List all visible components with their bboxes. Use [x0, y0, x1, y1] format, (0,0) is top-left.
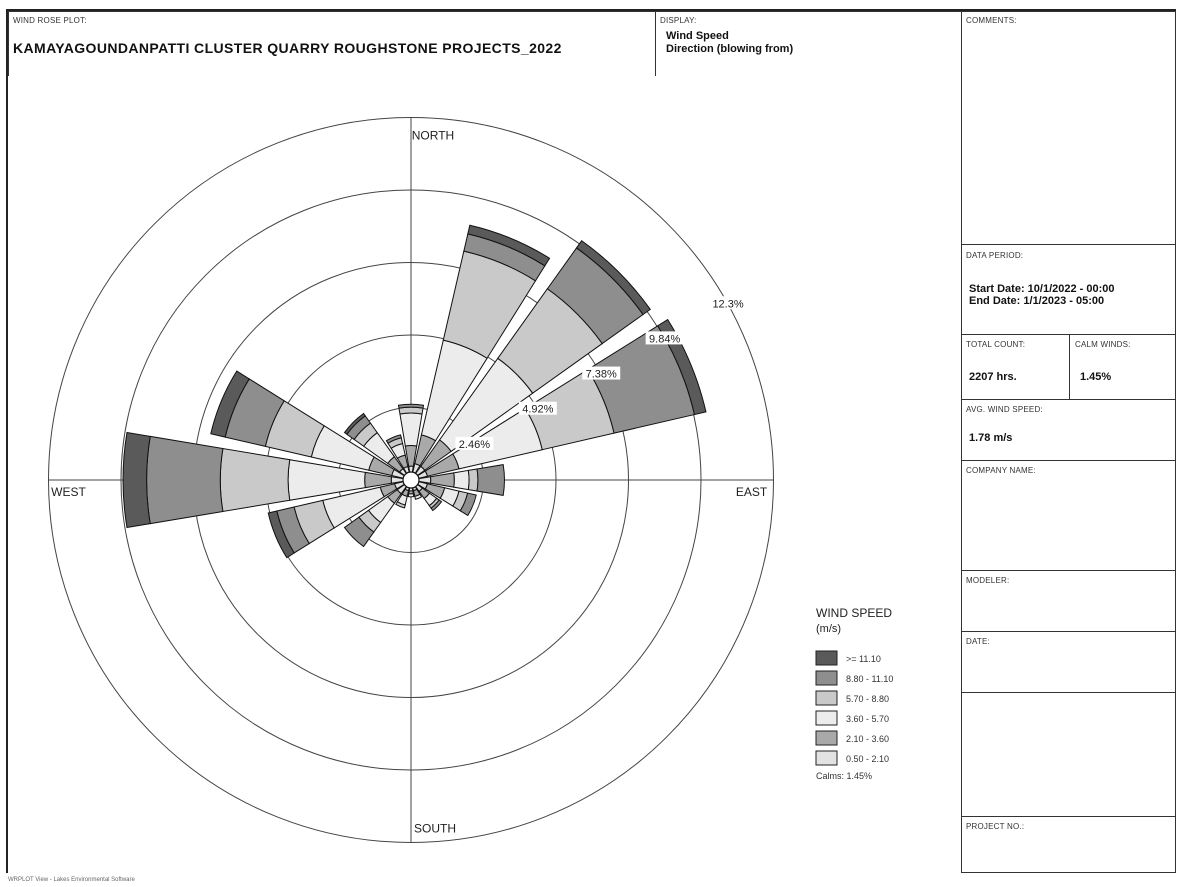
- data-period-label: DATA PERIOD:: [966, 251, 1024, 260]
- comments-label: COMMENTS:: [966, 16, 1017, 25]
- total-count-value: 2207 hrs.: [969, 371, 1017, 383]
- compass-east: EAST: [736, 485, 768, 499]
- date-label: DATE:: [966, 637, 990, 646]
- footer-credit: WRPLOT View - Lakes Environmental Softwa…: [8, 877, 135, 883]
- company-cell: COMPANY NAME:: [961, 460, 1176, 571]
- plot-area: 2.46% 4.92% 7.38% 9.84% 12.3% NORTH SOUTH EAST…: [8, 76, 962, 873]
- ring-label-bg-3: [582, 366, 621, 380]
- petal-wnw-bin-0: [210, 370, 250, 438]
- plot-label: WIND ROSE PLOT:: [13, 16, 87, 25]
- display-cell: DISPLAY: Wind Speed Direction (blowing f…: [655, 11, 962, 77]
- total-count-cell: TOTAL COUNT: 2207 hrs.: [961, 334, 1070, 400]
- petal-w-bin-1: [146, 435, 224, 525]
- petal-nne-bin-0: [467, 224, 551, 267]
- ring-label-bg-1: [455, 436, 494, 450]
- ring-label-bg-2: [518, 401, 557, 415]
- compass-north: NORTH: [412, 129, 454, 143]
- petal-e-bin-2: [467, 468, 479, 492]
- compass-west: WEST: [51, 485, 86, 499]
- legend-label-3: 3.60 - 5.70: [846, 714, 889, 724]
- company-label: COMPANY NAME:: [966, 466, 1036, 475]
- ring-label-3: 7.38%: [586, 369, 617, 381]
- ring-label-5: 12.3%: [712, 298, 743, 310]
- start-date: Start Date: 10/1/2022 - 00:00: [969, 283, 1115, 295]
- display-line-2: Direction (blowing from): [666, 43, 794, 55]
- end-date: End Date: 1/1/2023 - 05:00: [969, 295, 1105, 307]
- petal-nnw-bin-1: [385, 434, 402, 444]
- petal-w-bin-0: [122, 431, 151, 529]
- legend-swatch-1: [815, 670, 838, 686]
- legend-swatch-3: [815, 710, 838, 726]
- compass-south: SOUTH: [414, 822, 456, 836]
- petal-wsw-bin-0: [267, 510, 295, 559]
- date-cell: DATE:: [961, 631, 1176, 693]
- report-frame: WIND ROSE PLOT: KAMAYAGOUNDANPATTI CLUST…: [6, 9, 1176, 873]
- legend-title: WIND SPEED: [816, 606, 892, 620]
- legend-swatch-0: [815, 650, 838, 666]
- ring-label-bg-5: [709, 296, 748, 310]
- ring-label-1: 2.46%: [459, 439, 490, 451]
- legend-label-5: 0.50 - 2.10: [846, 754, 889, 764]
- wind-rose-chart: 2.46% 4.92% 7.38% 9.84% 12.3% NORTH SOUTH EAST…: [48, 117, 893, 843]
- ring-label-4: 9.84%: [649, 333, 680, 345]
- petal-nw-bin-0: [343, 412, 366, 435]
- total-count-label: TOTAL COUNT:: [966, 340, 1026, 349]
- petal-e-bin-3: [453, 469, 470, 491]
- petal-s-bin-3: [407, 493, 415, 498]
- petal-ese-bin-1: [459, 492, 477, 517]
- petal-e-bin-1: [476, 463, 505, 497]
- legend-unit: (m/s): [816, 623, 841, 635]
- legend-swatch-2: [815, 690, 838, 706]
- ring-label-bg-4: [645, 331, 684, 345]
- legend-swatch-4: [815, 730, 838, 746]
- petal-sw-bin-1: [343, 516, 375, 548]
- report-title: KAMAYAGOUNDANPATTI CLUSTER QUARRY ROUGHS…: [13, 40, 562, 56]
- petal-n-bin-3: [399, 412, 423, 447]
- modeler-cell: MODELER:: [961, 570, 1176, 632]
- avg-speed-label: AVG. WIND SPEED:: [966, 405, 1043, 414]
- legend-calms: Calms: 1.45%: [816, 771, 872, 781]
- display-label: DISPLAY:: [660, 16, 697, 25]
- legend-label-4: 2.10 - 3.60: [846, 734, 889, 744]
- calm-winds-label: CALM WINDS:: [1075, 340, 1131, 349]
- legend-label-2: 5.70 - 8.80: [846, 694, 889, 704]
- title-cell: WIND ROSE PLOT: KAMAYAGOUNDANPATTI CLUST…: [8, 11, 656, 77]
- calm-winds-value: 1.45%: [1080, 371, 1112, 383]
- petal-w-bin-2: [219, 447, 291, 513]
- project-label: PROJECT NO.:: [966, 822, 1025, 831]
- comments-cell: COMMENTS:: [961, 11, 1176, 245]
- petal-ne-bin-0: [575, 240, 651, 316]
- project-cell: PROJECT NO.:: [961, 816, 1176, 873]
- petal-sse-bin-3: [414, 493, 423, 500]
- ring-label-2: 4.92%: [522, 404, 553, 416]
- legend-label-1: 8.80 - 11.10: [846, 674, 893, 684]
- legend-label-0: >= 11.10: [846, 654, 881, 664]
- petal-ssw-bin-2: [395, 501, 406, 509]
- display-line-1: Wind Speed: [666, 30, 729, 42]
- avg-speed-value: 1.78 m/s: [969, 432, 1013, 444]
- legend-swatch-5: [815, 750, 838, 766]
- calm-winds-cell: CALM WINDS: 1.45%: [1069, 334, 1176, 400]
- blank-cell: [961, 692, 1176, 817]
- data-period-cell: DATA PERIOD: Start Date: 10/1/2022 - 00:…: [961, 244, 1176, 335]
- petal-se-bin-1: [430, 499, 443, 512]
- petal-n-bin-2: [398, 406, 424, 415]
- avg-speed-cell: AVG. WIND SPEED: 1.78 m/s: [961, 399, 1176, 461]
- modeler-label: MODELER:: [966, 576, 1010, 585]
- petal-n-bin-1: [397, 403, 425, 409]
- calm-circle: [402, 471, 420, 489]
